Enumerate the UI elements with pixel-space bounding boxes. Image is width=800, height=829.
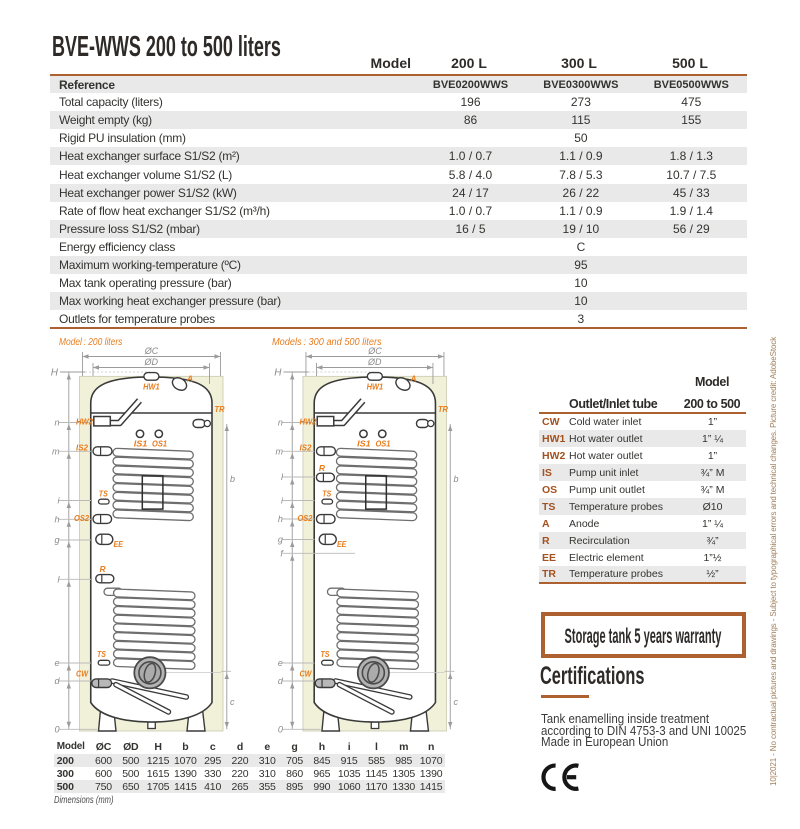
svg-text:e: e bbox=[54, 658, 59, 668]
svg-text:g: g bbox=[54, 535, 59, 545]
svg-text:ØD: ØD bbox=[367, 357, 382, 367]
svg-text:l: l bbox=[281, 472, 284, 482]
svg-text:ØC: ØC bbox=[367, 346, 382, 356]
svg-text:i: i bbox=[58, 496, 61, 506]
svg-text:c: c bbox=[453, 697, 458, 707]
svg-text:d: d bbox=[278, 676, 284, 686]
svg-text:TS: TS bbox=[322, 488, 331, 498]
svg-text:h: h bbox=[278, 514, 283, 524]
svg-text:ØC: ØC bbox=[144, 346, 159, 356]
svg-text:h: h bbox=[54, 515, 59, 525]
svg-text:n: n bbox=[54, 418, 59, 428]
svg-text:l: l bbox=[58, 575, 61, 585]
svg-text:OS1: OS1 bbox=[152, 439, 167, 449]
svg-text:HW1: HW1 bbox=[143, 382, 160, 392]
svg-text:IS1: IS1 bbox=[357, 439, 371, 449]
svg-text:TS: TS bbox=[97, 649, 106, 659]
svg-text:CW: CW bbox=[299, 668, 312, 678]
svg-text:ØD: ØD bbox=[144, 357, 159, 367]
svg-text:R: R bbox=[100, 564, 107, 574]
svg-text:b: b bbox=[453, 474, 458, 484]
svg-text:d: d bbox=[54, 676, 60, 686]
svg-text:HW1: HW1 bbox=[367, 382, 384, 392]
svg-text:OS2: OS2 bbox=[297, 513, 312, 523]
svg-text:HW2: HW2 bbox=[299, 417, 316, 427]
svg-text:m: m bbox=[275, 447, 283, 457]
svg-text:R: R bbox=[319, 463, 326, 473]
svg-text:EE: EE bbox=[337, 539, 347, 549]
svg-text:n: n bbox=[278, 418, 283, 428]
svg-text:TS: TS bbox=[320, 649, 329, 659]
svg-text:IS2: IS2 bbox=[299, 442, 311, 452]
svg-text:f: f bbox=[280, 549, 284, 559]
svg-text:A: A bbox=[409, 374, 416, 384]
svg-text:b: b bbox=[230, 474, 235, 484]
svg-text:TR: TR bbox=[438, 404, 449, 414]
svg-text:EE: EE bbox=[114, 539, 124, 549]
svg-text:i: i bbox=[281, 496, 284, 506]
svg-text:CW: CW bbox=[76, 668, 89, 678]
svg-text:OS1: OS1 bbox=[375, 439, 390, 449]
svg-text:TS: TS bbox=[99, 488, 108, 498]
svg-text:e: e bbox=[278, 658, 283, 668]
svg-text:H: H bbox=[51, 368, 59, 379]
svg-text:g: g bbox=[278, 535, 283, 545]
svg-text:c: c bbox=[230, 697, 235, 707]
svg-text:HW2: HW2 bbox=[76, 417, 93, 427]
svg-text:TR: TR bbox=[215, 404, 226, 414]
svg-text:A: A bbox=[186, 374, 193, 384]
svg-text:OS2: OS2 bbox=[74, 513, 89, 523]
svg-text:0: 0 bbox=[278, 725, 283, 735]
svg-text:IS2: IS2 bbox=[76, 442, 88, 452]
svg-text:m: m bbox=[52, 447, 60, 457]
svg-text:IS1: IS1 bbox=[134, 439, 148, 449]
svg-text:0: 0 bbox=[54, 725, 59, 735]
svg-text:H: H bbox=[274, 368, 282, 379]
